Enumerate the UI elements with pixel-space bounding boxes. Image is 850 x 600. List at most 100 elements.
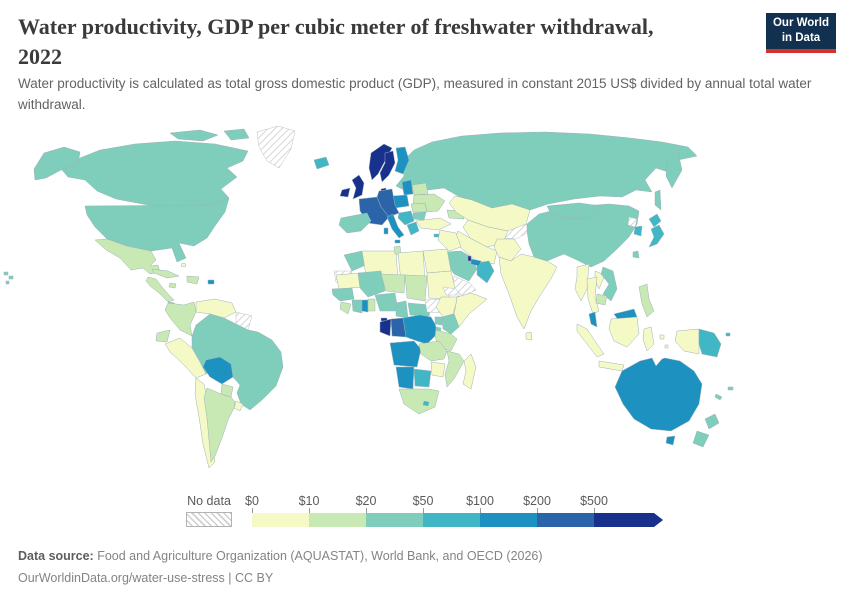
region-uganda[interactable] (434, 316, 443, 326)
region-turkey[interactable] (415, 217, 452, 231)
region-angola[interactable] (389, 340, 422, 368)
region-mongolia[interactable] (546, 202, 602, 220)
legend-bin-$10–$20[interactable] (309, 513, 366, 527)
region-congo[interactable] (390, 317, 407, 338)
license-line[interactable]: OurWorldinData.org/water-use-stress | CC… (18, 570, 274, 585)
region-togo-benin[interactable] (367, 298, 376, 312)
region-baltics[interactable] (401, 179, 414, 196)
region-hispaniola[interactable] (186, 275, 200, 285)
region-sweden[interactable] (379, 150, 396, 183)
region-sri-lanka[interactable] (525, 331, 533, 341)
region-dr-congo[interactable] (402, 314, 437, 345)
region-russia[interactable] (395, 131, 698, 211)
region-uruguay[interactable] (233, 400, 244, 412)
region-hawaii[interactable] (3, 271, 14, 285)
region-venezuela[interactable] (195, 298, 237, 319)
region-malawi-mozambique[interactable] (444, 350, 465, 388)
region-thailand[interactable] (586, 276, 600, 315)
region-taiwan[interactable] (632, 250, 640, 259)
region-zambia[interactable] (418, 340, 448, 362)
region-greenland[interactable] (256, 125, 296, 169)
region-united-states[interactable] (84, 197, 230, 263)
region-puerto-rico[interactable] (207, 279, 215, 285)
region-italy[interactable] (383, 213, 405, 244)
region-australia[interactable] (614, 357, 703, 432)
region-vietnam[interactable] (600, 266, 618, 302)
region-somalia[interactable] (453, 292, 488, 328)
region-egypt[interactable] (422, 248, 452, 274)
region-cambodia[interactable] (595, 293, 608, 306)
region-madagascar[interactable] (462, 353, 477, 390)
region-ghana[interactable] (361, 299, 369, 313)
region-mexico[interactable] (94, 238, 161, 275)
region-botswana[interactable] (413, 368, 432, 388)
region-russia-kamchatka[interactable] (665, 151, 683, 189)
region-nigeria[interactable] (374, 292, 399, 312)
legend-bin-$200–$500[interactable] (537, 513, 594, 527)
region-gabon[interactable] (379, 318, 392, 337)
region-myanmar[interactable] (574, 263, 590, 302)
region-cuba[interactable] (151, 268, 180, 279)
region-papua-new-guinea[interactable] (698, 328, 731, 358)
region-peru[interactable] (164, 337, 207, 379)
legend-bin-$500+[interactable] (594, 513, 663, 527)
legend-bin-$50–$100[interactable] (423, 513, 480, 527)
region-bahamas[interactable] (180, 262, 187, 268)
region-iceland[interactable] (313, 156, 330, 170)
legend-bin-$20–$50[interactable] (366, 513, 423, 527)
region-south-africa[interactable] (398, 388, 440, 415)
region-canada-arctic-2[interactable] (223, 128, 250, 141)
region-ireland[interactable] (339, 187, 351, 198)
region-namibia[interactable] (395, 366, 415, 390)
region-india[interactable] (498, 253, 558, 330)
region-qatar[interactable] (467, 255, 472, 262)
region-chad[interactable] (404, 274, 428, 302)
region-romania[interactable] (410, 202, 428, 213)
region-cyprus[interactable] (433, 233, 440, 238)
region-new-zealand[interactable] (692, 413, 720, 448)
region-colombia[interactable] (164, 301, 197, 337)
region-lesotho[interactable] (422, 400, 430, 407)
region-kenya[interactable] (441, 313, 460, 335)
region-mali[interactable] (357, 270, 386, 298)
legend-bin-$100–$200[interactable] (480, 513, 537, 527)
region-niger[interactable] (380, 273, 406, 294)
region-sierra-leone-liberia[interactable] (339, 301, 352, 315)
region-central-african-republic[interactable] (407, 302, 432, 317)
region-oman[interactable] (476, 260, 495, 284)
legend-tick-mark (423, 508, 424, 513)
region-philippines[interactable] (638, 283, 655, 318)
region-greece[interactable] (406, 221, 420, 236)
region-kyrgyz-tajik[interactable] (504, 223, 531, 240)
region-cameroon[interactable] (395, 300, 409, 319)
region-zimbabwe[interactable] (430, 361, 446, 378)
region-canada[interactable] (61, 140, 249, 207)
region-new-caledonia[interactable] (714, 393, 723, 401)
region-iberia[interactable] (338, 212, 372, 234)
region-russia-sakhalin[interactable] (654, 189, 662, 211)
region-bulgaria[interactable] (412, 211, 427, 221)
region-cote-divoire[interactable] (351, 299, 363, 314)
region-uae[interactable] (470, 258, 482, 267)
region-united-kingdom[interactable] (351, 174, 365, 200)
legend-bin-$0–$10[interactable] (252, 513, 309, 527)
region-canada-arctic-1[interactable] (169, 129, 219, 142)
region-fiji[interactable] (727, 386, 734, 391)
region-ukraine[interactable] (412, 193, 446, 213)
region-japan[interactable] (648, 213, 665, 248)
region-south-korea[interactable] (633, 225, 643, 237)
region-tasmania[interactable] (665, 435, 676, 446)
region-alaska[interactable] (33, 146, 81, 181)
region-senegal-guinea[interactable] (331, 287, 355, 302)
region-jamaica[interactable] (168, 282, 177, 289)
region-eritrea[interactable] (442, 286, 461, 296)
region-belarus[interactable] (411, 182, 429, 196)
region-argentina[interactable] (203, 387, 236, 463)
legend-no-data-swatch[interactable] (186, 512, 232, 527)
region-guatemala-nicaragua[interactable] (145, 276, 175, 303)
region-iraq-syria[interactable] (437, 229, 462, 252)
region-bolivia[interactable] (202, 356, 234, 385)
region-finland[interactable] (394, 146, 410, 175)
region-balkans[interactable] (397, 210, 415, 226)
region-ecuador[interactable] (155, 329, 171, 343)
